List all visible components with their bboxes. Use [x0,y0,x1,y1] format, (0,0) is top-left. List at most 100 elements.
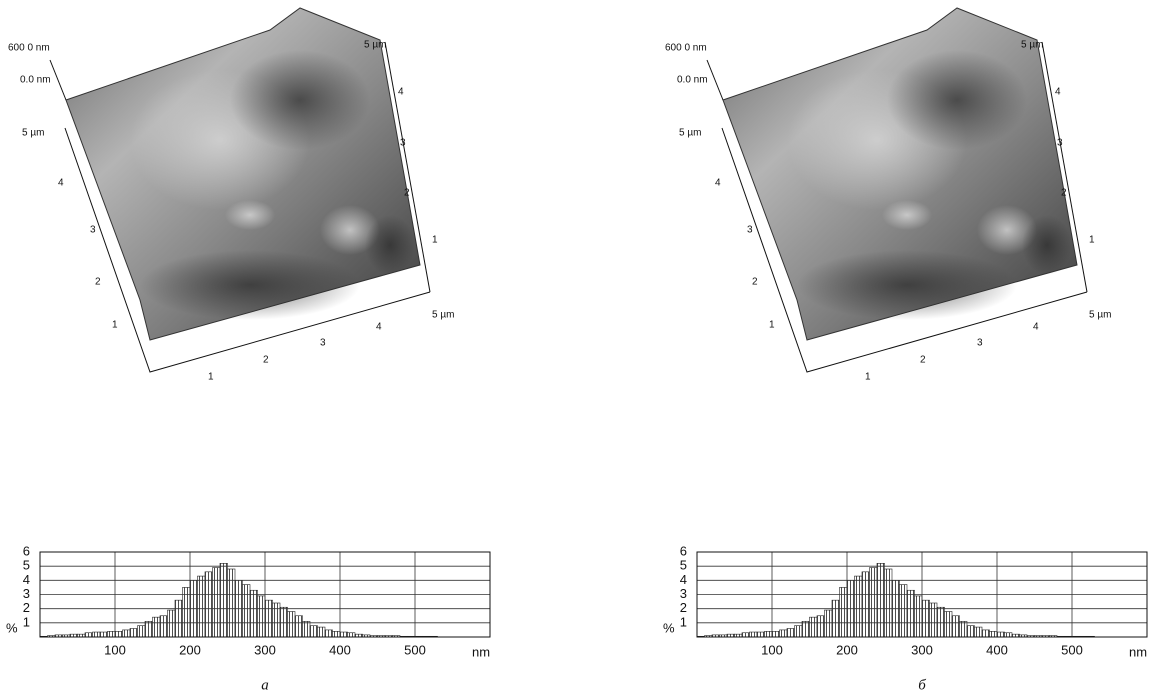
bar [159,615,168,638]
afm-shadow [1022,215,1072,275]
y-tick-label: 3 [23,586,30,601]
afm-tick-label: 2 [752,277,758,288]
afm-panel: 600 0 nm 0.0 nm 5 µm 4 3 2 1 1 2 3 4 5 µm 5 µm 4 3 2 1 [8,7,454,383]
y-tick-label: 3 [680,586,687,601]
bar [876,563,885,638]
afm-tick-label: 5 µm [1089,310,1111,321]
afm-highlight [977,205,1037,255]
bar [264,599,273,638]
y-tick-label: 4 [680,572,687,587]
afm-tick-label: 4 [1033,322,1039,333]
x-tick-label: 200 [179,642,201,657]
bar [92,631,101,638]
y-tick-label: 2 [680,600,687,615]
afm-tick-label: 1 [865,372,871,383]
bar [944,611,953,638]
bar [741,632,750,638]
afm-tick-label: 5 µm [1021,40,1043,51]
bar [129,628,138,638]
afm-tick-label: 4 [1055,87,1061,98]
bar [914,595,923,638]
bar [242,584,251,638]
bar [174,599,183,638]
bar [974,626,983,638]
x-tick-label: 100 [104,642,126,657]
caption: б [918,677,926,693]
bar [114,631,123,638]
bar [347,632,356,638]
bar [249,589,258,638]
z-max-label: 600 0 nm [8,43,50,54]
y-tick-label: 1 [680,614,687,629]
bar [317,626,326,638]
bar [212,567,221,638]
afm-axis [721,127,1088,373]
bar [302,621,311,638]
afm-highlight [320,205,380,255]
bar [272,602,281,638]
y-tick-label: 6 [23,543,30,558]
afm-axis [1041,41,1088,293]
bar [204,571,213,638]
bar [309,625,318,638]
afm-tick-label: 2 [1061,188,1067,199]
bar [981,629,990,638]
afm-tick-label: 3 [977,338,983,349]
afm-tick-label: 2 [263,355,269,366]
afm-tick-label: 5 µm [22,128,44,139]
bar [324,629,333,638]
bar [854,575,863,638]
bar [287,611,296,638]
bar [779,629,788,638]
caption: а [261,677,269,693]
afm-tick-label: 4 [376,322,382,333]
bar [1004,632,1013,638]
z-min-label: 0.0 nm [20,75,51,86]
afm-shadow [797,250,1017,320]
y-axis-label: % [6,620,18,635]
afm-tick-label: 2 [920,355,926,366]
x-axis-label: nm [1129,644,1147,659]
afm-tick-label: 3 [1057,138,1063,149]
bar [966,625,975,638]
afm-axis [64,127,431,373]
bar [144,621,153,638]
y-tick-label: 1 [23,614,30,629]
bar [884,568,893,638]
bar [84,632,93,638]
afm-tick-label: 1 [432,235,438,246]
bar [824,609,833,638]
x-axis-label: nm [472,644,490,659]
bar [167,609,176,638]
bar [756,631,765,638]
x-tick-label: 300 [911,642,933,657]
afm-axis [384,41,431,293]
afm-panel: 600 0 nm 0.0 nm 5 µm 4 3 2 1 1 2 3 4 5 µm 5 µm 4 3 2 1 [665,7,1111,383]
x-tick-label: 400 [986,642,1008,657]
bar [749,631,758,638]
bar [786,628,795,638]
plot-frame [39,551,491,638]
x-tick-label: 300 [254,642,276,657]
afm-tick-label: 1 [208,372,214,383]
afm-tick-label: 3 [320,338,326,349]
bar [197,575,206,638]
afm-tick-label: 4 [398,87,404,98]
y-tick-label: 5 [680,558,687,573]
afm-tick-label: 2 [95,277,101,288]
bar [831,599,840,638]
afm-shadow [887,50,1027,150]
bar [869,567,878,638]
afm-tick-label: 1 [1089,235,1095,246]
y-tick-label: 6 [680,543,687,558]
afm-axis [49,59,67,101]
bar [257,595,266,638]
bar [929,602,938,638]
bar [906,589,915,638]
afm-tick-label: 1 [112,320,118,331]
x-tick-label: 500 [1061,642,1083,657]
bar [816,615,825,638]
